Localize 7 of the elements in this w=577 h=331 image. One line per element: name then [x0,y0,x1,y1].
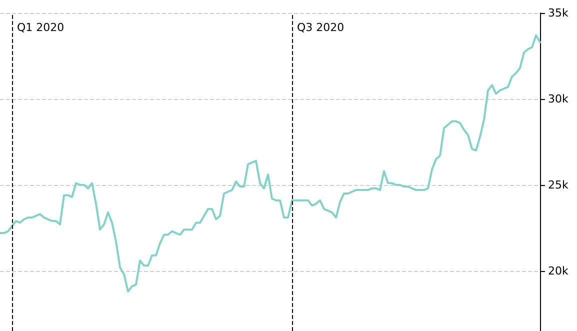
annotation: Q3 2020 [297,21,344,34]
y-tick-label: 25k [548,178,569,192]
y-tick-label: 30k [548,92,569,106]
line-series [0,34,541,292]
annotation: Q1 2020 [17,21,64,34]
y-tick-label: 35k [548,6,569,20]
y-tick-label: 20k [548,264,569,278]
